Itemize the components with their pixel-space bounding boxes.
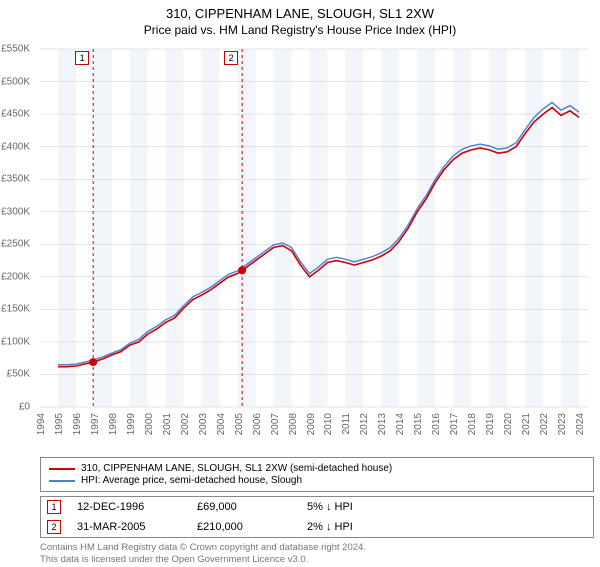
x-axis-label: 2013 [377,413,388,435]
annotation-id-box: 1 [47,500,61,514]
footer-line-2: This data is licensed under the Open Gov… [40,554,594,566]
y-axis-label: £550K [1,44,30,55]
chart-subtitle: Price paid vs. HM Land Registry's House … [0,23,600,37]
y-axis-label: £50K [7,369,30,380]
x-axis-label: 2000 [144,413,155,435]
x-axis-label: 2022 [539,413,550,435]
x-axis-label: 2001 [162,413,173,435]
legend-label: 310, CIPPENHAM LANE, SLOUGH, SL1 2XW (se… [81,463,392,474]
x-axis-label: 2019 [485,413,496,435]
x-axis-label: 2002 [180,413,191,435]
marker-label-2: 2 [224,51,238,65]
footer-line-1: Contains HM Land Registry data © Crown c… [40,542,594,554]
x-axis-label: 1996 [72,413,83,435]
x-axis-label: 2005 [234,413,245,435]
y-axis-label: £450K [1,109,30,120]
x-axis-label: 2007 [270,413,281,435]
y-axis-label: £400K [1,141,30,152]
annotation-price: 12-DEC-1996 [77,501,197,513]
x-axis-label: 1995 [54,413,65,435]
legend: 310, CIPPENHAM LANE, SLOUGH, SL1 2XW (se… [40,457,594,492]
y-axis-label: £500K [1,76,30,87]
x-axis-label: 2010 [323,413,334,435]
legend-swatch [49,480,75,482]
legend-label: HPI: Average price, semi-detached house,… [81,475,302,486]
annotation-pct: 5% ↓ HPI [307,501,417,513]
x-axis-label: 2011 [341,413,352,435]
x-axis-label: 2012 [359,413,370,435]
chart-area: £0£50K£100K£150K£200K£250K£300K£350K£400… [34,43,594,413]
y-axis-label: £100K [1,336,30,347]
x-axis-label: 1998 [108,413,119,435]
y-axis-label: £250K [1,239,30,250]
footer-attribution: Contains HM Land Registry data © Crown c… [40,542,594,567]
x-axis-label: 1994 [36,413,47,435]
y-axis-label: £300K [1,206,30,217]
y-axis-label: £350K [1,174,30,185]
annotation-table: 112-DEC-1996£69,0005% ↓ HPI231-MAR-2005£… [40,496,594,538]
x-axis-label: 2020 [503,413,514,435]
annotation-row: 112-DEC-1996£69,0005% ↓ HPI [41,497,593,517]
x-axis-label: 2024 [575,413,586,435]
annotation-row: 231-MAR-2005£210,0002% ↓ HPI [41,517,593,537]
y-axis-label: £0 [19,402,30,413]
x-axis-label: 2008 [288,413,299,435]
annotation-id-box: 2 [47,520,61,534]
x-axis-label: 1999 [126,413,137,435]
annotation-pct: 2% ↓ HPI [307,521,417,533]
x-axis-label: 2023 [557,413,568,435]
annotation-price: 31-MAR-2005 [77,521,197,533]
x-axis-label: 2003 [198,413,209,435]
legend-row: 310, CIPPENHAM LANE, SLOUGH, SL1 2XW (se… [49,463,585,474]
x-axis-label: 2016 [431,413,442,435]
y-axis-label: £150K [1,304,30,315]
x-axis-label: 2018 [467,413,478,435]
marker-label-1: 1 [75,51,89,65]
x-axis-label: 2009 [306,413,317,435]
plot-area: £0£50K£100K£150K£200K£250K£300K£350K£400… [34,43,594,413]
chart-title: 310, CIPPENHAM LANE, SLOUGH, SL1 2XW [0,6,600,21]
x-axis-label: 2004 [216,413,227,435]
y-axis-label: £200K [1,271,30,282]
x-axis-label: 2017 [449,413,460,435]
x-axis-label: 2006 [252,413,263,435]
x-axis-label: 2014 [395,413,406,435]
legend-row: HPI: Average price, semi-detached house,… [49,475,585,486]
x-axis-label: 2015 [413,413,424,435]
x-axis-label: 1997 [90,413,101,435]
legend-swatch [49,468,75,470]
x-axis-label: 2021 [521,413,532,435]
